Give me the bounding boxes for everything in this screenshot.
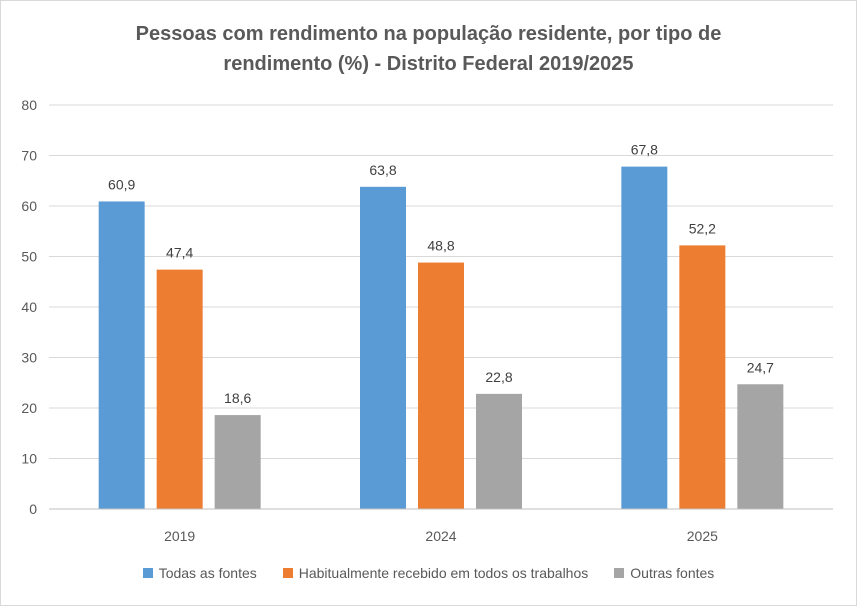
legend: Todas as fontes Habitualmente recebido em… [1,565,856,581]
bar-2025-series-1 [679,245,726,509]
bar-2019-series-2 [214,415,261,509]
y-tick-label: 50 [21,249,37,265]
data-label: 24,7 [747,359,774,375]
legend-label: Habitualmente recebido em todos os traba… [298,565,589,581]
legend-item: Habitualmente recebido em todos os traba… [282,565,589,581]
legend-item: Outras fontes [614,565,714,581]
legend-swatch [614,568,625,578]
bar-2019-series-0 [98,201,145,509]
data-label: 48,8 [427,238,454,254]
bar-2025-series-2 [737,384,784,509]
data-label: 52,2 [689,220,716,236]
y-tick-label: 60 [21,198,37,214]
y-tick-label: 40 [21,299,37,315]
legend-swatch [142,568,153,578]
data-label: 67,8 [631,142,658,158]
bar-2024-series-0 [360,186,406,509]
y-tick-label: 80 [21,97,37,113]
data-label: 60,9 [108,176,135,192]
x-tick-label: 2024 [425,528,456,544]
y-tick-label: 20 [21,400,37,416]
plot-area: 0 10 20 30 40 50 60 70 80 60,9 47,4 18,6 2019 63,8 48,… [21,97,833,544]
data-label: 22,8 [485,369,512,385]
x-tick-label: 2025 [687,528,718,544]
y-tick-label: 10 [21,451,37,467]
bar-2019-series-1 [156,269,203,509]
legend-item: Todas as fontes [142,565,257,581]
legend-label: Outras fontes [630,565,715,581]
y-tick-label: 30 [21,350,37,366]
x-tick-label: 2019 [164,528,195,544]
chart-title: Pessoas com rendimento na população resi… [135,23,722,75]
bar-2024-series-2 [476,393,522,509]
y-tick-label: 0 [29,501,37,517]
legend-swatch [282,568,293,578]
data-label: 18,6 [224,390,251,406]
legend-label: Todas as fontes [158,565,257,581]
y-tick-label: 70 [21,148,37,164]
bar-2025-series-0 [621,166,668,510]
data-label: 63,8 [369,162,396,178]
data-label: 47,4 [166,245,193,261]
bar-2024-series-1 [418,262,464,509]
